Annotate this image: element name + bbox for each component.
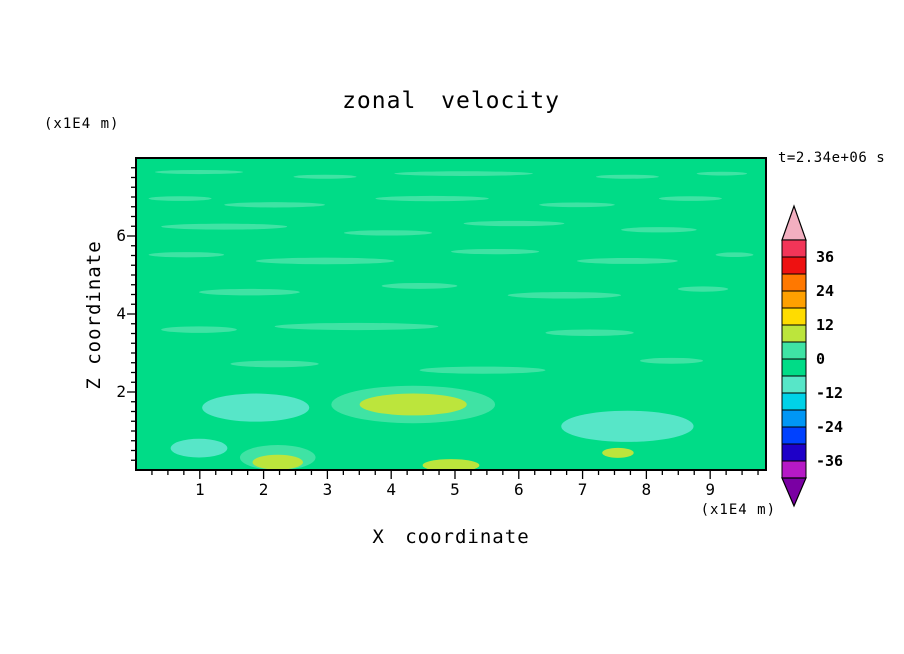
contour-streak <box>154 170 244 175</box>
colorbar-tick-label: -24 <box>816 418 844 436</box>
contour-patch <box>170 438 228 458</box>
y-tick-label: 4 <box>116 304 126 323</box>
contour-streak <box>230 360 319 368</box>
contour-streak <box>224 202 325 208</box>
colorbar-tick-label: -36 <box>816 452 844 470</box>
x-axis-unit: (x1E4 m) <box>700 502 776 518</box>
contour-streak <box>199 288 300 296</box>
x-axis-title: X coordinate <box>372 526 530 548</box>
contour-streak <box>577 257 678 264</box>
contour-streak <box>677 286 729 292</box>
contour-streak <box>545 329 634 336</box>
contour-streak <box>451 248 540 255</box>
colorbar-cell <box>781 290 807 309</box>
contour-streak <box>696 171 748 176</box>
contour-streak <box>463 220 565 227</box>
colorbar-cell <box>781 443 807 462</box>
contour-patch <box>252 454 303 470</box>
x-tick-label: 1 <box>194 480 205 499</box>
colorbar-cell <box>781 341 807 360</box>
colorbar-cell <box>781 409 807 428</box>
contour-streak <box>255 257 395 265</box>
contour-streak <box>381 282 458 289</box>
colorbar-tick-label: -12 <box>816 384 844 402</box>
colorbar-tick-label: 0 <box>816 350 826 368</box>
contour-streak <box>539 202 615 208</box>
x-tick-label: 4 <box>386 480 396 499</box>
contour-streak <box>394 171 533 176</box>
y-axis-unit: (x1E4 m) <box>44 116 120 132</box>
contour-patch <box>422 459 480 470</box>
contour-streak <box>715 252 754 258</box>
contour-streak <box>148 252 225 258</box>
contour-streak <box>161 326 237 333</box>
colorbar-cell <box>781 256 807 275</box>
contour-patch <box>359 393 467 416</box>
contour-streak <box>343 230 433 236</box>
contour-patch <box>602 447 634 458</box>
colorbar-tick-label: 24 <box>816 282 835 300</box>
contour-streak <box>293 174 357 179</box>
colorbar-cell <box>781 392 807 411</box>
contour-patch <box>561 410 694 442</box>
x-tick-label: 9 <box>705 480 715 499</box>
x-tick-label: 7 <box>577 480 588 499</box>
contour-streak <box>595 174 659 179</box>
contour-streak <box>375 195 489 202</box>
contour-streak <box>161 223 288 230</box>
colorbar-cell <box>781 324 807 343</box>
colorbar-bottom-arrow <box>781 477 807 508</box>
plot-title: zonal velocity <box>342 88 560 114</box>
y-tick-label: 2 <box>116 382 126 401</box>
contour-streak <box>148 196 212 201</box>
colorbar <box>781 204 807 508</box>
x-tick-label: 6 <box>513 480 524 499</box>
colorbar-cell <box>781 307 807 326</box>
x-tick-label: 2 <box>258 480 269 499</box>
contour-plot <box>127 157 767 479</box>
contour-streak <box>621 227 697 233</box>
colorbar-cell <box>781 239 807 258</box>
contour-streak <box>419 366 546 374</box>
y-tick-label: 6 <box>116 226 126 245</box>
colorbar-cell <box>781 358 807 377</box>
colorbar-cell <box>781 460 807 479</box>
colorbar-cell <box>781 426 807 445</box>
contour-streak <box>658 196 722 201</box>
time-annotation: t=2.34e+06 s <box>778 150 886 166</box>
contour-field <box>136 158 766 470</box>
colorbar-tick-label: 36 <box>816 248 835 266</box>
colorbar-tick-label: 12 <box>816 316 835 334</box>
colorbar-cell <box>781 273 807 292</box>
contour-streak <box>274 322 439 331</box>
contour-streak <box>640 357 703 364</box>
colorbar-top-arrow <box>781 204 807 241</box>
colorbar-cell <box>781 375 807 394</box>
x-tick-label: 5 <box>450 480 460 499</box>
x-tick-label: 3 <box>322 480 333 499</box>
x-tick-label: 8 <box>641 480 652 499</box>
contour-streak <box>507 292 622 299</box>
contour-patch <box>202 393 310 422</box>
